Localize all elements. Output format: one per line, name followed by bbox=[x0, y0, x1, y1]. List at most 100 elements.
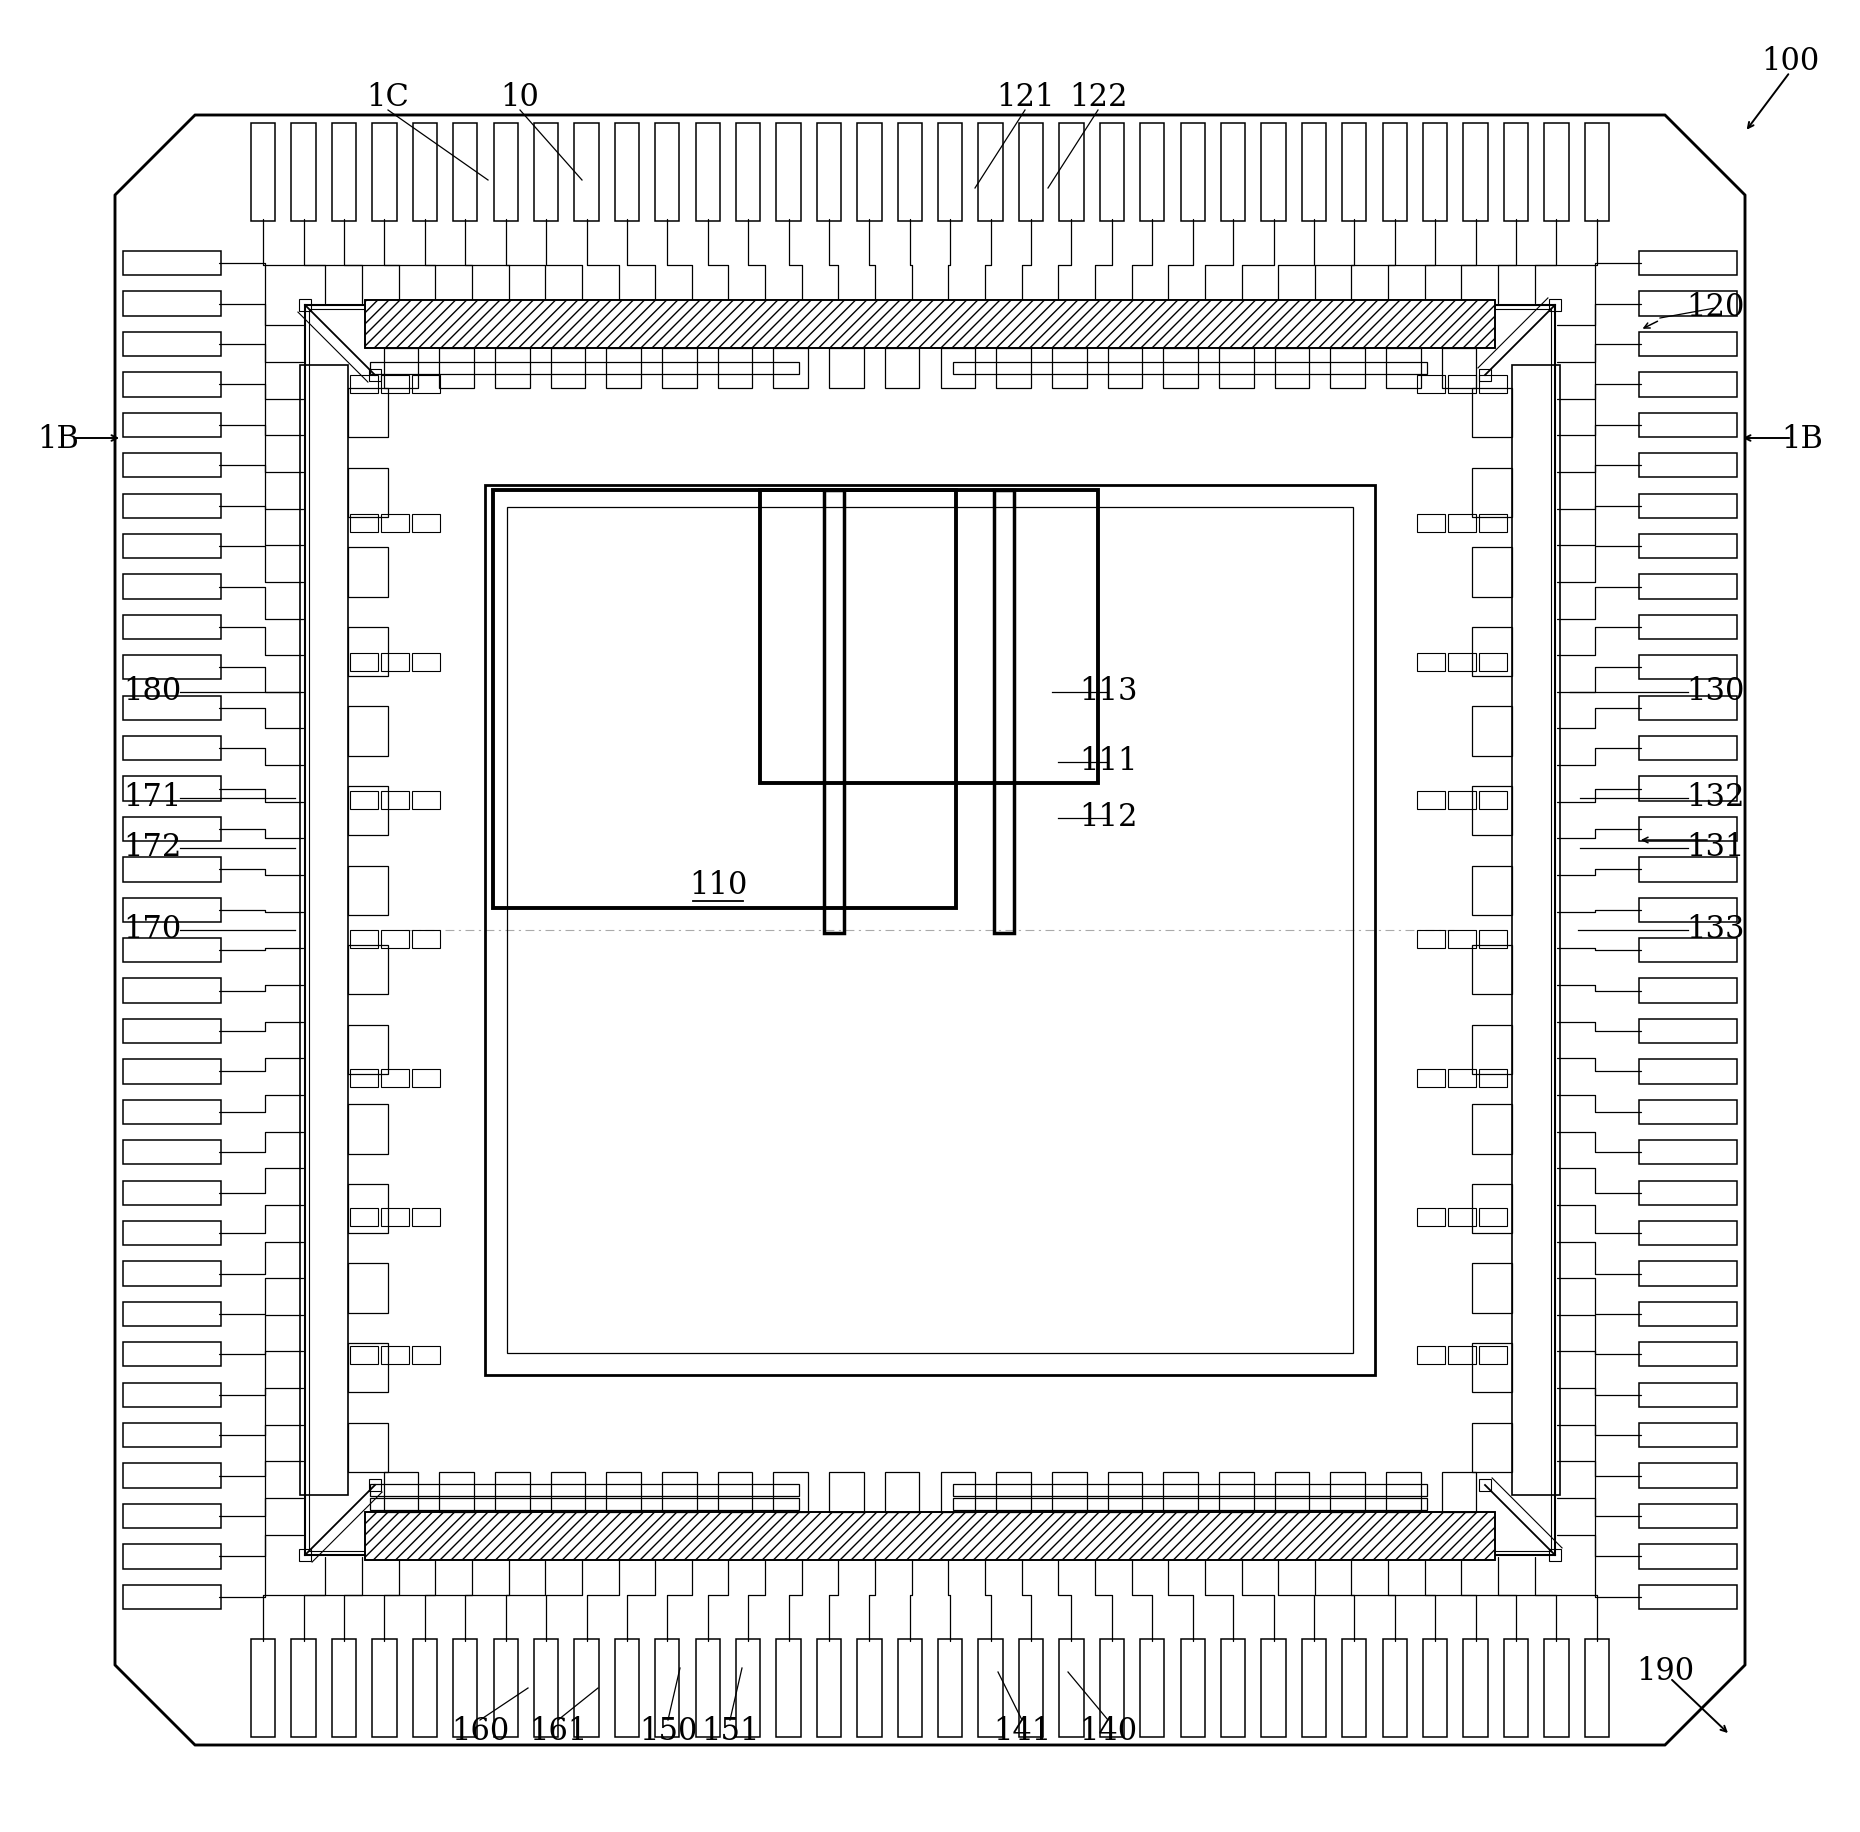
Bar bbox=[606, 1471, 642, 1511]
Bar bbox=[1639, 332, 1737, 355]
Bar bbox=[299, 299, 311, 311]
Bar bbox=[941, 1471, 975, 1511]
Bar bbox=[1639, 291, 1737, 315]
Text: 133: 133 bbox=[1685, 914, 1745, 945]
Text: 113: 113 bbox=[1079, 676, 1136, 707]
Bar bbox=[123, 575, 221, 599]
Bar bbox=[978, 1640, 1003, 1737]
Bar bbox=[776, 1640, 800, 1737]
Text: 100: 100 bbox=[1761, 46, 1819, 77]
Bar bbox=[857, 123, 882, 222]
Bar bbox=[1053, 1471, 1086, 1511]
Bar bbox=[1639, 656, 1737, 680]
Bar bbox=[1505, 123, 1529, 222]
Bar bbox=[1479, 791, 1507, 810]
Bar bbox=[937, 123, 962, 222]
Bar bbox=[1639, 1220, 1737, 1246]
Bar bbox=[331, 123, 355, 222]
Text: 10: 10 bbox=[500, 81, 539, 112]
Bar bbox=[1417, 652, 1445, 671]
Bar bbox=[1382, 123, 1406, 222]
Bar bbox=[1261, 123, 1285, 222]
Bar bbox=[123, 453, 221, 478]
Text: 190: 190 bbox=[1637, 1656, 1694, 1687]
Bar bbox=[1417, 791, 1445, 810]
Bar bbox=[1471, 548, 1512, 597]
Bar bbox=[575, 123, 599, 222]
Bar bbox=[1639, 938, 1737, 962]
Bar bbox=[737, 123, 761, 222]
Bar bbox=[123, 777, 221, 801]
Bar bbox=[1442, 1471, 1477, 1511]
Text: 112: 112 bbox=[1079, 802, 1136, 834]
Bar bbox=[1479, 652, 1507, 671]
Text: 110: 110 bbox=[688, 870, 748, 901]
Bar bbox=[413, 791, 441, 810]
Bar bbox=[737, 1640, 761, 1737]
Bar bbox=[1639, 1343, 1737, 1367]
Bar bbox=[1639, 493, 1737, 518]
Bar bbox=[350, 376, 378, 394]
Bar bbox=[1218, 1471, 1254, 1511]
Bar bbox=[1447, 1068, 1477, 1086]
Bar bbox=[1585, 1640, 1609, 1737]
Bar bbox=[1140, 1640, 1164, 1737]
Bar bbox=[123, 857, 221, 881]
Bar bbox=[348, 627, 389, 676]
Bar bbox=[1471, 627, 1512, 676]
Bar bbox=[1302, 1640, 1326, 1737]
Bar bbox=[1464, 1640, 1488, 1737]
Bar bbox=[1423, 1640, 1447, 1737]
Bar bbox=[123, 1464, 221, 1488]
Bar bbox=[372, 1640, 396, 1737]
Bar bbox=[1386, 348, 1421, 388]
Text: 1C: 1C bbox=[366, 81, 409, 112]
Bar bbox=[1417, 1207, 1445, 1226]
Bar bbox=[1639, 251, 1737, 275]
Bar bbox=[368, 1478, 381, 1491]
Text: 130: 130 bbox=[1685, 676, 1745, 707]
Bar bbox=[123, 533, 221, 559]
Text: 1B: 1B bbox=[1782, 425, 1823, 456]
Bar bbox=[1471, 1422, 1512, 1471]
Bar bbox=[381, 652, 409, 671]
Bar bbox=[1060, 1640, 1084, 1737]
Bar bbox=[383, 1471, 418, 1511]
Bar bbox=[350, 931, 378, 947]
Bar bbox=[439, 1471, 474, 1511]
Bar bbox=[1447, 652, 1477, 671]
Bar bbox=[1639, 616, 1737, 639]
Bar bbox=[1274, 1471, 1309, 1511]
Bar bbox=[381, 791, 409, 810]
Bar bbox=[381, 1068, 409, 1086]
Bar bbox=[1417, 513, 1445, 531]
Bar bbox=[123, 1343, 221, 1367]
Bar bbox=[1549, 299, 1561, 311]
Bar bbox=[616, 1640, 640, 1737]
Bar bbox=[575, 1640, 599, 1737]
Bar bbox=[1639, 1383, 1737, 1407]
Polygon shape bbox=[115, 115, 1745, 1746]
Bar bbox=[381, 376, 409, 394]
Bar bbox=[1639, 817, 1737, 841]
Bar bbox=[1479, 368, 1492, 381]
Bar bbox=[1447, 376, 1477, 394]
Bar bbox=[413, 652, 441, 671]
Text: 150: 150 bbox=[638, 1717, 698, 1748]
Bar bbox=[123, 1059, 221, 1083]
Bar bbox=[1019, 1640, 1043, 1737]
Text: 121: 121 bbox=[995, 81, 1055, 112]
Bar bbox=[1423, 123, 1447, 222]
Bar bbox=[123, 1383, 221, 1407]
Bar bbox=[1585, 123, 1609, 222]
Bar bbox=[830, 1471, 863, 1511]
Bar bbox=[365, 1511, 1495, 1561]
Bar bbox=[251, 123, 275, 222]
Text: 131: 131 bbox=[1685, 832, 1745, 863]
Bar bbox=[123, 1544, 221, 1568]
Text: 151: 151 bbox=[701, 1717, 759, 1748]
Bar bbox=[1639, 1504, 1737, 1528]
Bar bbox=[309, 310, 1551, 1552]
Bar bbox=[299, 365, 348, 1495]
Bar bbox=[495, 348, 530, 388]
